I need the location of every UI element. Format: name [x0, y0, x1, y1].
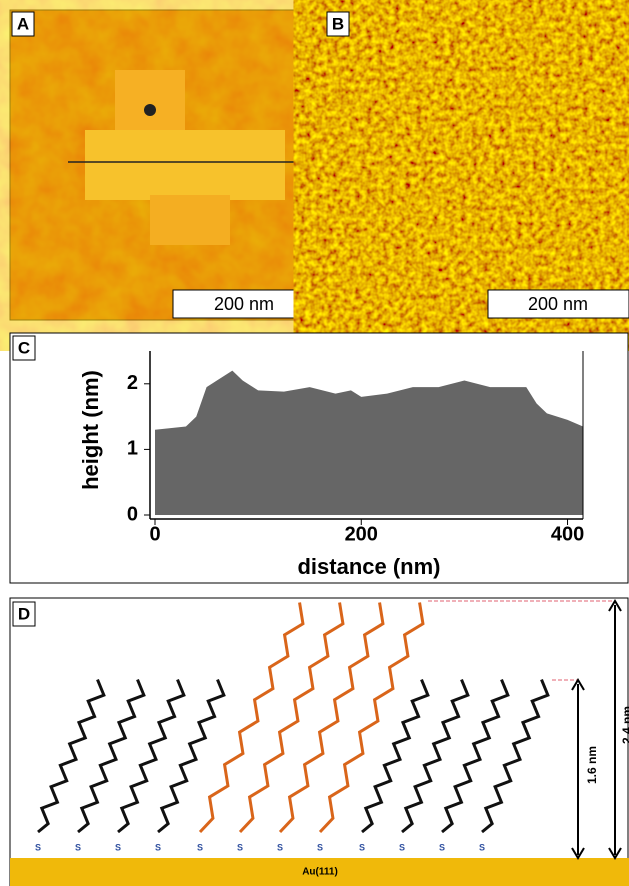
panel-label: C: [18, 338, 30, 357]
alkyl-chain: [157, 679, 226, 834]
y-tick-label: 0: [127, 503, 138, 525]
sulfur-label: S: [277, 842, 283, 852]
alkyl-chain: [361, 679, 430, 834]
scale-bar: 200 nm: [528, 294, 588, 314]
tall-height: 2.4 nm: [620, 706, 629, 744]
panel-label: D: [18, 604, 30, 623]
terrace: [85, 130, 285, 200]
alkyl-chain: [198, 602, 305, 834]
sulfur-label: S: [479, 842, 485, 852]
x-tick-label: 400: [551, 523, 584, 545]
short-height: 1.6 nm: [585, 746, 599, 784]
panel-a: A 200 nm: [9, 9, 319, 321]
y-axis-label: height (nm): [78, 370, 103, 490]
alkyl-chain: [401, 679, 470, 834]
arrow-heads: [571, 678, 585, 860]
substrate-label: Au(111): [302, 867, 338, 878]
panel-label-box: [12, 601, 36, 627]
sulfur-label: S: [35, 842, 41, 852]
y-tick-label: 1: [127, 438, 138, 460]
alkyl-chain: [441, 679, 510, 834]
alkyl-chain: [117, 679, 186, 834]
alkyl-chain: [77, 679, 146, 834]
sulfur-label: S: [155, 842, 161, 852]
sulfur-label: S: [359, 842, 365, 852]
scale-bar-box: [172, 289, 316, 319]
alkyl-chain: [318, 602, 425, 834]
panel-label-box: [11, 11, 35, 37]
alkyl-chain: [481, 679, 550, 834]
panel-b: B 200 nm: [323, 9, 629, 321]
scale-bar: 200 nm: [214, 294, 274, 314]
alkyl-chain: [278, 602, 385, 834]
panel-label: B: [332, 14, 344, 33]
arrow-heads: [608, 599, 622, 860]
afm-texture: [324, 10, 629, 320]
gold-substrate: [10, 858, 629, 886]
sulfur-label: S: [237, 842, 243, 852]
panel-d: D Au(111) 1.6 nm 2.4 nm S S S S S S S S S S S S: [9, 597, 629, 886]
alkyl-chain: [238, 602, 345, 834]
terrace: [150, 195, 230, 245]
panel-label-box: [326, 11, 350, 37]
panel-label-box: [12, 335, 36, 361]
sulfur-label: S: [439, 842, 445, 852]
x-tick-label: 200: [345, 523, 378, 545]
panel-c: C height (nm) distance (nm) 0 1 2 0 200 400: [9, 332, 629, 584]
area: [155, 370, 583, 515]
x-axis-label: distance (nm): [297, 554, 440, 579]
scale-bar-box: [487, 289, 629, 319]
sulfur-label: S: [75, 842, 81, 852]
pit: [144, 104, 156, 116]
y-tick-label: 2: [127, 372, 138, 394]
sulfur-label: S: [399, 842, 405, 852]
sulfur-label: S: [115, 842, 121, 852]
alkyl-chain: [37, 679, 106, 834]
sulfur-label: S: [197, 842, 203, 852]
sulfur-label: S: [317, 842, 323, 852]
panel-label: A: [17, 14, 29, 33]
x-tick-label: 0: [149, 523, 160, 545]
